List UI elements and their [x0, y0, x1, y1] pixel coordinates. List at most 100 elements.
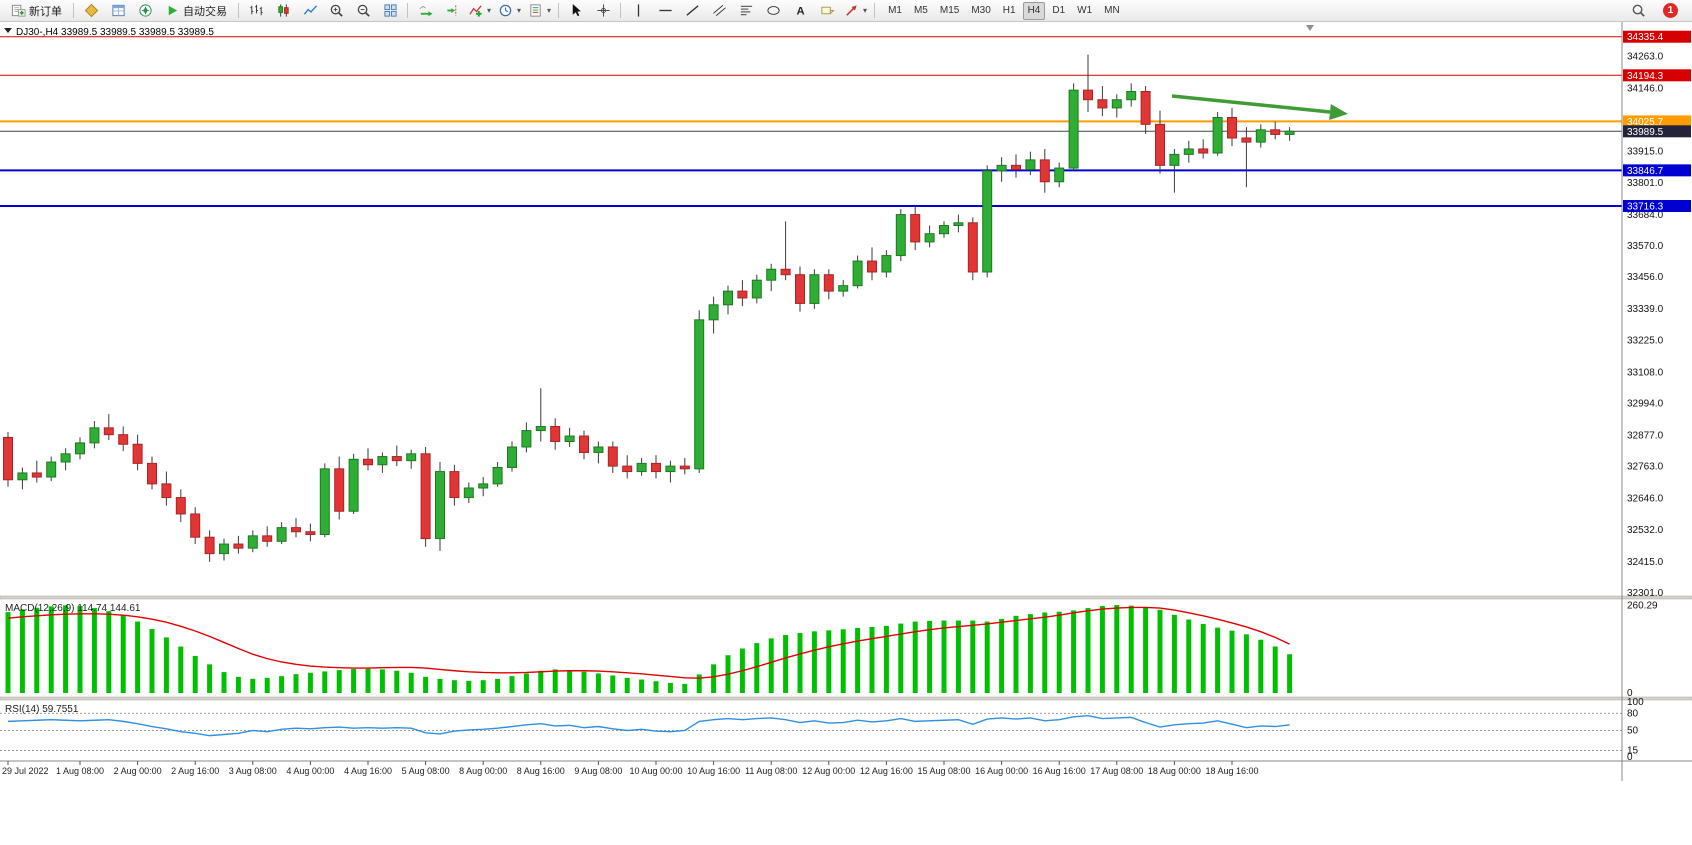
price-axis-label: 33801.0: [1627, 178, 1664, 189]
text-button[interactable]: A: [787, 1, 813, 21]
channel-button[interactable]: [706, 1, 732, 21]
text-label-button[interactable]: [814, 1, 840, 21]
panel-splitter[interactable]: [0, 696, 1692, 701]
candle-body: [1270, 129, 1281, 135]
tf-W1[interactable]: W1: [1077, 5, 1093, 16]
time-label[interactable]: 1 Aug 08:00: [56, 766, 104, 776]
macd-bar: [1243, 634, 1249, 693]
time-label[interactable]: 29 Jul 2022: [2, 766, 49, 776]
time-label[interactable]: 18 Aug 16:00: [1205, 766, 1258, 776]
auto-scroll-button[interactable]: [412, 1, 438, 21]
time-label[interactable]: 4 Aug 16:00: [344, 766, 392, 776]
autotrading-button[interactable]: 自动交易: [158, 2, 234, 20]
candle-body: [377, 456, 388, 466]
tf-M30[interactable]: M30: [971, 5, 991, 16]
indicators-icon: [468, 3, 483, 18]
macd-bar: [1143, 607, 1149, 693]
macd-bar: [898, 623, 904, 693]
time-label[interactable]: 10 Aug 16:00: [687, 766, 740, 776]
macd-bar: [1085, 608, 1091, 693]
new-order-button[interactable]: 新订单: [4, 2, 69, 20]
time-label[interactable]: 17 Aug 08:00: [1090, 766, 1143, 776]
time-label[interactable]: 15 Aug 08:00: [917, 766, 970, 776]
time-label[interactable]: 2 Aug 16:00: [171, 766, 219, 776]
trend-arrow-line[interactable]: [1171, 94, 1331, 114]
time-label[interactable]: 18 Aug 00:00: [1148, 766, 1201, 776]
tile-windows-button[interactable]: [377, 1, 403, 21]
candle-body: [1039, 159, 1050, 183]
search-icon: [1631, 3, 1646, 18]
time-label[interactable]: 2 Aug 00:00: [114, 766, 162, 776]
macd-bar: [811, 631, 817, 693]
candle-body: [967, 222, 978, 273]
candle-body: [622, 465, 633, 473]
horizontal-line-button[interactable]: [652, 1, 678, 21]
time-label[interactable]: 12 Aug 16:00: [860, 766, 913, 776]
candle-body: [406, 453, 417, 462]
tf-H1[interactable]: H1: [1002, 5, 1016, 16]
trendline-button[interactable]: [679, 1, 705, 21]
time-label[interactable]: 8 Aug 16:00: [517, 766, 565, 776]
time-label[interactable]: 16 Aug 00:00: [975, 766, 1028, 776]
macd-bar: [869, 626, 875, 693]
tf-MN[interactable]: MN: [1104, 5, 1120, 16]
zoom-in-button[interactable]: [323, 1, 349, 21]
zoom-group: [323, 1, 403, 21]
candle-body: [449, 471, 460, 499]
candlestick-chart-button[interactable]: [270, 1, 296, 21]
time-label[interactable]: 12 Aug 00:00: [802, 766, 855, 776]
macd-bar: [279, 676, 285, 693]
tf-M15[interactable]: M15: [939, 5, 960, 16]
fibonacci-button[interactable]: [733, 1, 759, 21]
bar-chart-button[interactable]: [243, 1, 269, 21]
navigator-button[interactable]: [132, 1, 158, 21]
shapes-button[interactable]: [760, 1, 786, 21]
tf-D1[interactable]: D1: [1052, 5, 1066, 16]
panel-splitter[interactable]: [0, 595, 1692, 600]
notification-badge[interactable]: 1: [1663, 3, 1678, 18]
candle-body: [939, 225, 949, 235]
cursor-button[interactable]: [563, 1, 589, 21]
tf-M1[interactable]: M1: [888, 5, 902, 16]
macd-bar: [235, 676, 241, 693]
chart-shift-button[interactable]: [439, 1, 465, 21]
time-label[interactable]: 5 Aug 08:00: [402, 766, 450, 776]
time-label[interactable]: 3 Aug 08:00: [229, 766, 277, 776]
symbol-dropdown-icon[interactable]: [4, 28, 12, 33]
chart-canvas[interactable]: DJ30-,H4 33989.5 33989.5 33989.5 33989.5…: [0, 22, 1692, 845]
zoom-out-button[interactable]: [350, 1, 376, 21]
crosshair-button[interactable]: [590, 1, 616, 21]
tf-H4[interactable]: H4: [1022, 1, 1046, 20]
pointer-group: [563, 1, 616, 21]
time-label[interactable]: 11 Aug 08:00: [745, 766, 797, 776]
search-button[interactable]: [1625, 1, 1651, 21]
vertical-line-button[interactable]: [625, 1, 651, 21]
macd-bar: [135, 621, 141, 693]
periods-button[interactable]: ▾: [495, 1, 524, 21]
candle-body: [867, 260, 877, 273]
arrows-button[interactable]: ▾: [841, 1, 870, 21]
macd-bar: [696, 674, 702, 693]
price-badge-label: 34025.7: [1627, 117, 1664, 128]
time-label[interactable]: 9 Aug 08:00: [574, 766, 622, 776]
tf-M5[interactable]: M5: [913, 5, 928, 16]
price-axis-label: 33570.0: [1627, 241, 1664, 252]
indicators-button[interactable]: ▾: [465, 1, 494, 21]
shapes-icon: [766, 3, 781, 18]
time-label[interactable]: 16 Aug 16:00: [1033, 766, 1086, 776]
market-watch-button[interactable]: [78, 1, 104, 21]
templates-button[interactable]: ▾: [525, 1, 554, 21]
candle-body: [1155, 123, 1165, 166]
new-order-icon: [11, 3, 26, 18]
time-label[interactable]: 10 Aug 00:00: [629, 766, 682, 776]
data-window-button[interactable]: [105, 1, 131, 21]
macd-bar: [149, 628, 155, 693]
candle-body: [31, 472, 42, 478]
candle-body: [1068, 89, 1079, 169]
time-label[interactable]: 8 Aug 00:00: [459, 766, 507, 776]
trend-arrow-head[interactable]: [1329, 104, 1348, 120]
chart-shift-marker[interactable]: [1306, 25, 1314, 31]
time-label[interactable]: 4 Aug 00:00: [286, 766, 334, 776]
candle-body: [132, 443, 143, 464]
line-chart-button[interactable]: [297, 1, 323, 21]
